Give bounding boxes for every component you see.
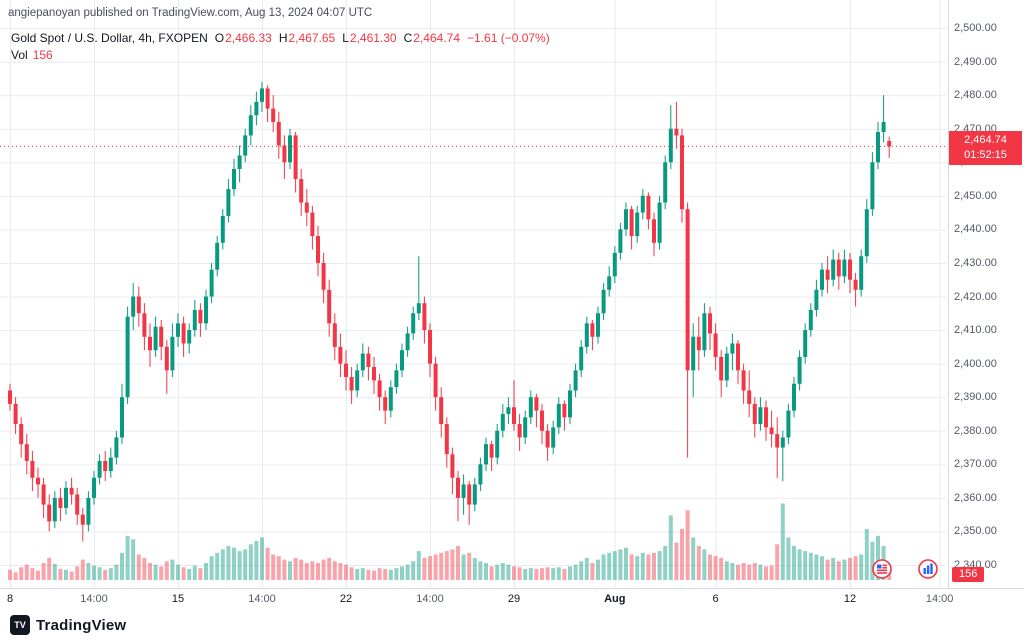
tradingview-logo[interactable]: TV TradingView (10, 615, 126, 635)
price-axis-label: 2,500.00 (954, 22, 997, 34)
low-label: L (342, 31, 349, 45)
current-price-badge: 2,464.74 01:52:15 (949, 131, 1022, 166)
close-label: C (403, 31, 413, 45)
tradingview-logo-mark: TV (10, 615, 30, 635)
economic-event-icon[interactable] (872, 559, 892, 579)
price-axis-label: 2,440.00 (954, 223, 997, 236)
close-value: 2,464.74 (413, 31, 460, 45)
volume-value: 156 (32, 48, 53, 62)
price-axis-label: 2,360.00 (954, 491, 997, 504)
high-value: 2,467.65 (288, 31, 336, 45)
volume-layer (8, 503, 892, 580)
price-axis-label: 2,410.00 (954, 324, 997, 337)
price-axis-label: 2,400.00 (954, 357, 997, 370)
time-axis-label: 14:00 (248, 593, 276, 605)
time-axis-label: 14:00 (925, 593, 954, 605)
time-axis-label: Aug (604, 593, 626, 605)
time-axis-label: 12 (843, 593, 857, 605)
price-axis-label: 2,390.00 (954, 391, 997, 404)
grid-layer (0, 0, 946, 588)
price-axis-label: 2,420.00 (954, 290, 997, 303)
open-label: O (214, 31, 225, 45)
time-axis-label: 8 (6, 593, 14, 605)
ohlc-close: C 2,464.74 (404, 31, 460, 45)
volume-label: Vol (11, 48, 28, 62)
price-axis-label: 2,450.00 (954, 189, 997, 202)
candles-layer[interactable] (8, 81, 892, 542)
ohlc-high: H 2,467.65 (279, 31, 335, 45)
economic-event-markers (872, 559, 938, 579)
time-axis-label: 14:00 (416, 593, 444, 605)
time-axis-label: 14:00 (80, 593, 108, 605)
tradingview-logo-text: TradingView (36, 616, 127, 634)
time-axis-label: 6 (712, 593, 719, 605)
ohlc-open: O 2,466.33 (215, 31, 272, 45)
economic-event-icon[interactable] (918, 559, 938, 579)
price-axis-label: 2,430.00 (954, 256, 997, 269)
price-axis-label: 2,490.00 (954, 55, 997, 68)
attribution-text: angiepanoyan published on TradingView.co… (8, 7, 373, 19)
time-axis-label: 22 (339, 593, 353, 605)
price-axis-label: 2,380.00 (954, 424, 997, 437)
ohlc-low: L 2,461.30 (342, 31, 396, 45)
time-axis[interactable]: 8 14:00 15 14:00 22 14:00 29 Aug 6 12 14:00 (0, 588, 953, 610)
price-axis[interactable]: 2,500.002,490.002,480.002,470.002,460.00… (950, 0, 1024, 588)
bar-countdown: 01:52:15 (964, 149, 1007, 162)
time-axis-label: 29 (507, 593, 521, 605)
chart-legend: Gold Spot / U.S. Dollar, 4h, FXOPEN O 2,4… (11, 31, 550, 45)
volume-axis-badge: 156 (952, 567, 985, 582)
high-label: H (278, 31, 288, 45)
current-price-value: 2,464.74 (964, 134, 1007, 147)
time-axis-label: 15 (171, 593, 185, 605)
low-value: 2,461.30 (349, 31, 397, 45)
price-axis-label: 2,350.00 (954, 525, 997, 538)
price-axis-label: 2,370.00 (954, 458, 997, 471)
price-axis-label: 2,480.00 (954, 89, 997, 102)
volume-legend: Vol 156 (11, 48, 53, 62)
change-value: −1.61 (−0.07%) (467, 31, 550, 45)
symbol-title[interactable]: Gold Spot / U.S. Dollar, 4h, FXOPEN (11, 31, 208, 45)
open-value: 2,466.33 (225, 31, 272, 45)
